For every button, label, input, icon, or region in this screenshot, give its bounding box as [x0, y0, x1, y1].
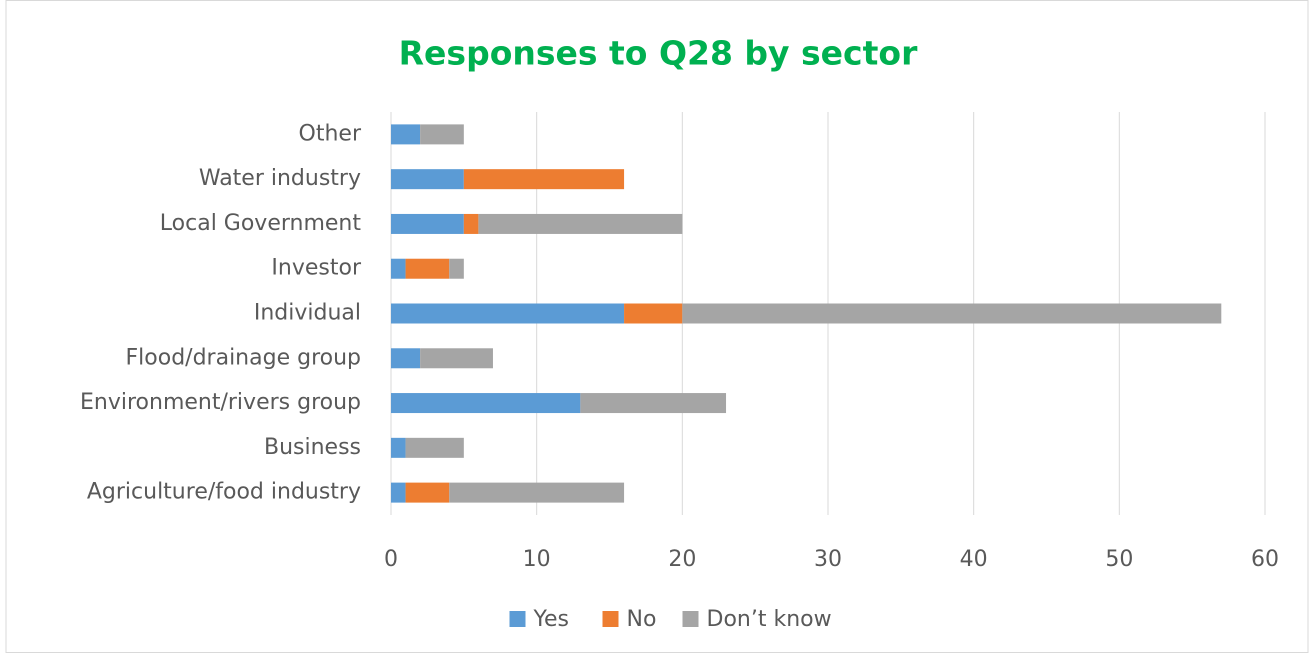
bar-segment — [391, 482, 406, 503]
x-tick-label: 20 — [668, 547, 696, 572]
bar-segment — [391, 258, 406, 279]
bar-segment — [478, 213, 683, 234]
bar-segment — [391, 303, 625, 324]
legend-label: No — [627, 607, 657, 632]
y-tick-label: Individual — [254, 301, 361, 326]
y-tick-label: Business — [264, 435, 361, 460]
bar-segment — [391, 124, 421, 145]
bar-segment — [391, 348, 421, 369]
bar-segment — [449, 258, 464, 279]
x-tick-label: 40 — [960, 547, 988, 572]
y-tick-label: Local Government — [160, 211, 362, 236]
bar-segment — [391, 437, 406, 458]
chart-title: Responses to Q28 by sector — [399, 34, 918, 73]
x-tick-label: 0 — [384, 547, 398, 572]
y-tick-label: Other — [299, 121, 362, 146]
x-tick-label: 50 — [1105, 547, 1133, 572]
legend-label: Don’t know — [707, 607, 832, 632]
bar-segment — [405, 258, 450, 279]
bar-segment — [405, 437, 464, 458]
y-tick-label: Environment/rivers group — [80, 390, 361, 415]
bar-segment — [624, 303, 683, 324]
bar-segment — [682, 303, 1222, 324]
bar-segment — [391, 393, 581, 414]
y-tick-label: Flood/drainage group — [126, 345, 361, 370]
y-tick-label: Agriculture/food industry — [87, 480, 361, 505]
legend-swatch — [602, 611, 619, 627]
chart-border — [5, 0, 1309, 653]
legend-swatch — [509, 611, 526, 627]
bar-segment — [463, 213, 479, 234]
x-tick-label: 60 — [1251, 547, 1279, 572]
legend-swatch — [682, 611, 699, 627]
bar-segment — [405, 482, 450, 503]
bar-segment — [391, 213, 464, 234]
bar-segment — [463, 169, 625, 190]
bar-segment — [420, 348, 493, 369]
y-tick-label: Water industry — [199, 166, 361, 191]
x-tick-label: 10 — [523, 547, 551, 572]
legend-label: Yes — [533, 607, 570, 632]
bar-segment — [391, 169, 464, 190]
x-tick-label: 30 — [814, 547, 842, 572]
y-tick-label: Investor — [271, 256, 362, 281]
bar-segment — [420, 124, 464, 145]
bar-segment — [449, 482, 625, 503]
bar-segment — [580, 393, 727, 414]
